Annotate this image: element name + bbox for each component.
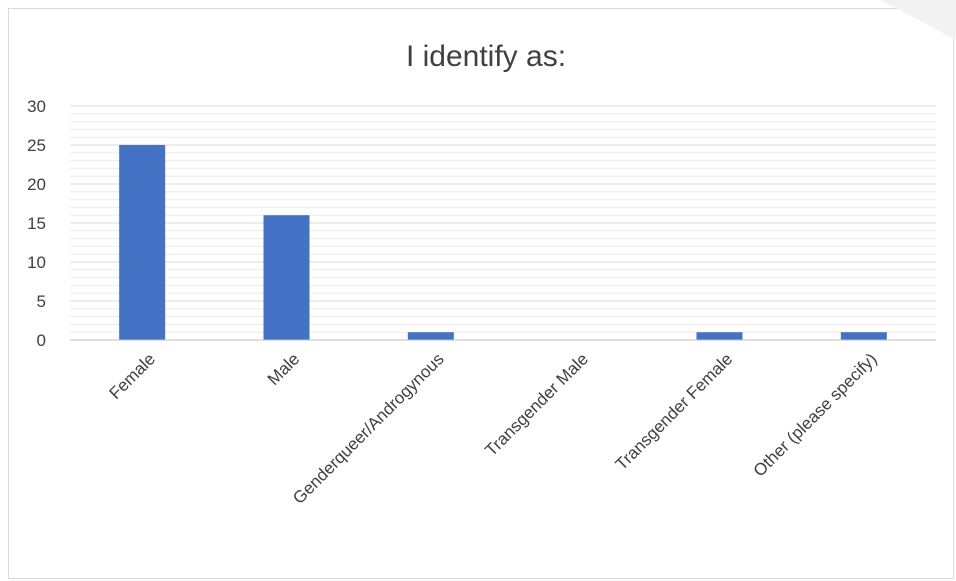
x-tick-label: Male <box>264 349 303 388</box>
x-tick-label: Transgender Male <box>481 349 592 460</box>
y-tick-label: 30 <box>27 97 46 116</box>
bar <box>840 332 887 340</box>
bar <box>119 145 166 340</box>
y-tick-label: 25 <box>27 136 46 155</box>
chart-title: I identify as: <box>406 40 566 73</box>
y-tick-label: 10 <box>27 253 46 272</box>
bars <box>119 145 887 340</box>
x-tick-label: Female <box>105 349 159 403</box>
x-tick-label: Genderqueer/Androgynous <box>289 349 447 507</box>
y-tick-label: 0 <box>37 331 46 350</box>
y-tick-label: 20 <box>27 175 46 194</box>
bar <box>263 215 310 340</box>
x-tick-label: Transgender Female <box>612 349 737 474</box>
y-axis-ticks: 0 5 10 15 20 25 30 <box>27 97 46 350</box>
y-tick-label: 5 <box>37 292 46 311</box>
x-tick-label: Other (please specify) <box>750 349 881 480</box>
y-tick-label: 15 <box>27 214 46 233</box>
bar <box>696 332 743 340</box>
corner-fold-decoration <box>880 0 956 40</box>
gridlines <box>70 105 936 333</box>
bar <box>407 332 454 340</box>
